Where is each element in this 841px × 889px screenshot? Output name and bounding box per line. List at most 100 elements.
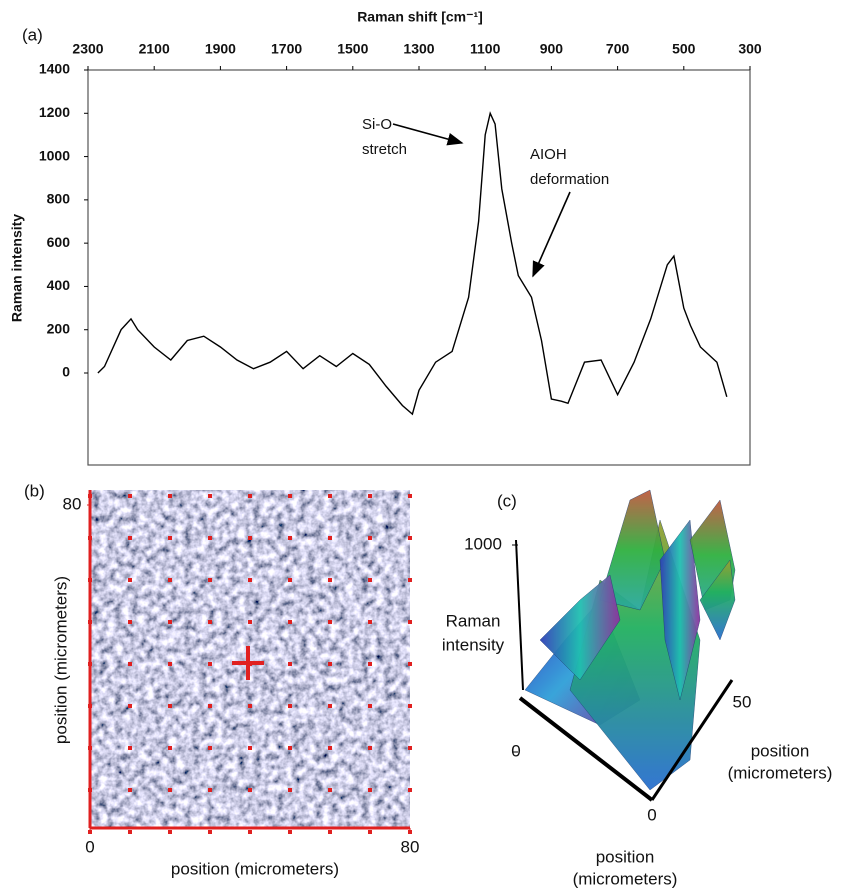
- x-tick-label: 700: [606, 41, 630, 57]
- x-tick-label: 0: [85, 837, 94, 856]
- grid-dot: [368, 788, 372, 792]
- grid-dot: [168, 494, 172, 498]
- z-axis-label: intensity: [442, 635, 505, 654]
- grid-dot: [248, 746, 252, 750]
- x-tick-label: 80: [401, 837, 420, 856]
- y-axis-label: (micrometers): [728, 763, 833, 782]
- grid-dot: [208, 830, 212, 834]
- annotation: deformation: [530, 171, 609, 188]
- grid-dot: [408, 620, 412, 624]
- y-axis-label: position: [751, 741, 810, 760]
- grid-dot: [288, 704, 292, 708]
- grid-dot: [368, 536, 372, 540]
- y-tick-label: 50: [733, 692, 752, 711]
- x-axis: [518, 696, 654, 802]
- grid-dot: [328, 578, 332, 582]
- grid-dot: [408, 578, 412, 582]
- x-tick-label: 1700: [271, 41, 302, 57]
- x-axis-label: position (micrometers): [171, 859, 339, 878]
- grid-dot: [128, 578, 132, 582]
- grid-dot: [168, 746, 172, 750]
- y-tick-label: 80: [63, 494, 82, 513]
- grid-dot: [408, 746, 412, 750]
- panel-label: (c): [497, 491, 517, 510]
- y-axis-label: position (micrometers): [51, 576, 70, 744]
- grid-dot: [328, 662, 332, 666]
- chart-title: Raman shift [cm⁻¹]: [357, 9, 483, 25]
- grid-dot: [208, 536, 212, 540]
- grid-dot: [368, 494, 372, 498]
- grid-dot: [168, 788, 172, 792]
- x-tick-label: 2100: [139, 41, 170, 57]
- grid-dot: [288, 536, 292, 540]
- grid-dot: [368, 620, 372, 624]
- surface-patch: [599, 489, 666, 611]
- grid-dot: [168, 536, 172, 540]
- y-tick-label: 800: [47, 191, 71, 207]
- arrow: [392, 123, 464, 146]
- grid-dot: [328, 830, 332, 834]
- z-axis: [515, 539, 524, 691]
- grid-dot: [288, 578, 292, 582]
- grid-dot: [128, 536, 132, 540]
- grid-dot: [368, 746, 372, 750]
- grid-dot: [128, 788, 132, 792]
- surface-patch: [659, 519, 701, 701]
- grid-dot: [408, 830, 412, 834]
- grid-dot: [288, 662, 292, 666]
- grid-dot: [208, 494, 212, 498]
- x-tick-label: 900: [540, 41, 564, 57]
- grid-dot: [368, 578, 372, 582]
- y-axis-label: Raman intensity: [9, 214, 25, 322]
- grid-dot: [328, 746, 332, 750]
- y-tick-label: 200: [47, 320, 71, 336]
- grid-dot: [328, 494, 332, 498]
- y-tick-label: 1200: [39, 104, 70, 120]
- panel-label: (a): [22, 25, 43, 44]
- grid-dot: [168, 830, 172, 834]
- grid-dot: [288, 830, 292, 834]
- grid-dot: [288, 746, 292, 750]
- surface-patch: [699, 559, 736, 641]
- x-tick-label: 1500: [337, 41, 368, 57]
- grid-dot: [288, 494, 292, 498]
- grid-dot: [408, 704, 412, 708]
- z-axis-label: Raman: [446, 611, 501, 630]
- grid-dot: [288, 788, 292, 792]
- y-tick-label: 400: [47, 277, 71, 293]
- surface-patch: [539, 574, 621, 681]
- annotation: stretch: [362, 141, 407, 158]
- grid-dot: [368, 662, 372, 666]
- grid-dot: [408, 788, 412, 792]
- x-tick-label: 500: [672, 41, 696, 57]
- grid-dot: [248, 536, 252, 540]
- x-tick-label: 0: [647, 805, 656, 824]
- y-tick-label: 0: [62, 364, 70, 380]
- grid-dot: [408, 536, 412, 540]
- grid-dot: [328, 536, 332, 540]
- grid-dot: [328, 788, 332, 792]
- grid-dot: [248, 620, 252, 624]
- grid-dot: [208, 704, 212, 708]
- grid-dot: [368, 830, 372, 834]
- annotation: Si-O: [362, 116, 392, 133]
- spectrum-line: [97, 111, 728, 416]
- panel-label: (b): [24, 481, 45, 500]
- crosshair: [232, 646, 264, 680]
- plot-frame: [87, 69, 751, 466]
- grid-dot: [328, 704, 332, 708]
- grid-dot: [248, 578, 252, 582]
- grid-dot: [168, 662, 172, 666]
- grid-dot: [128, 620, 132, 624]
- grid-dot: [128, 494, 132, 498]
- x-tick-label: 300: [738, 41, 762, 57]
- annotation: AIOH: [530, 146, 567, 163]
- grid-dot: [128, 662, 132, 666]
- grid-dot: [208, 578, 212, 582]
- z-tick-label: 1000: [464, 534, 502, 553]
- grid-dot: [168, 704, 172, 708]
- grid-dot: [248, 830, 252, 834]
- grid-dot: [288, 620, 292, 624]
- grid-dot: [408, 662, 412, 666]
- grid-dot: [208, 662, 212, 666]
